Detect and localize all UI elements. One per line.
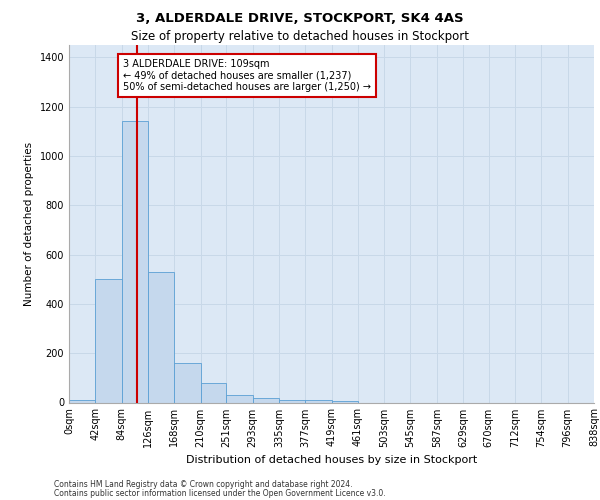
Text: Contains public sector information licensed under the Open Government Licence v3: Contains public sector information licen… — [54, 488, 386, 498]
Bar — [226, 395, 253, 402]
Text: Size of property relative to detached houses in Stockport: Size of property relative to detached ho… — [131, 30, 469, 43]
Bar — [95, 279, 122, 402]
Y-axis label: Number of detached properties: Number of detached properties — [24, 142, 34, 306]
Bar — [279, 400, 305, 402]
Bar — [253, 398, 279, 402]
Text: 3, ALDERDALE DRIVE, STOCKPORT, SK4 4AS: 3, ALDERDALE DRIVE, STOCKPORT, SK4 4AS — [136, 12, 464, 26]
Text: 3 ALDERDALE DRIVE: 109sqm
← 49% of detached houses are smaller (1,237)
50% of se: 3 ALDERDALE DRIVE: 109sqm ← 49% of detac… — [123, 58, 371, 92]
Bar — [148, 272, 174, 402]
X-axis label: Distribution of detached houses by size in Stockport: Distribution of detached houses by size … — [186, 455, 477, 465]
Bar — [122, 122, 148, 402]
Bar — [200, 383, 226, 402]
Bar — [305, 400, 332, 402]
Text: Contains HM Land Registry data © Crown copyright and database right 2024.: Contains HM Land Registry data © Crown c… — [54, 480, 353, 489]
Bar — [69, 400, 95, 402]
Bar — [174, 363, 200, 403]
